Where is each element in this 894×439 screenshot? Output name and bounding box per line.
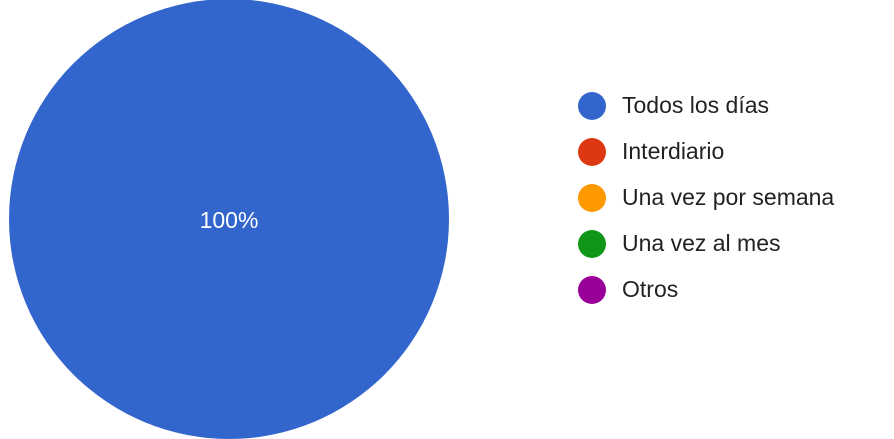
chart-legend: Todos los días Interdiario Una vez por sem…: [578, 90, 894, 320]
legend-label: Una vez por semana: [622, 184, 834, 211]
pie-slice-labels: 100%: [200, 207, 259, 233]
legend-item[interactable]: Interdiario: [578, 136, 894, 167]
legend-item[interactable]: Todos los días: [578, 90, 894, 121]
legend-swatch: [578, 230, 606, 258]
legend-label: Interdiario: [622, 138, 724, 165]
legend-item[interactable]: Una vez al mes: [578, 228, 894, 259]
pie-slice-label-0: 100%: [200, 207, 259, 233]
legend-swatch: [578, 276, 606, 304]
legend-item[interactable]: Otros: [578, 274, 894, 305]
legend-swatch: [578, 92, 606, 120]
legend-label: Todos los días: [622, 92, 769, 119]
legend-item[interactable]: Una vez por semana: [578, 182, 894, 213]
legend-label: Otros: [622, 276, 678, 303]
legend-swatch: [578, 184, 606, 212]
legend-label: Una vez al mes: [622, 230, 781, 257]
legend-swatch: [578, 138, 606, 166]
